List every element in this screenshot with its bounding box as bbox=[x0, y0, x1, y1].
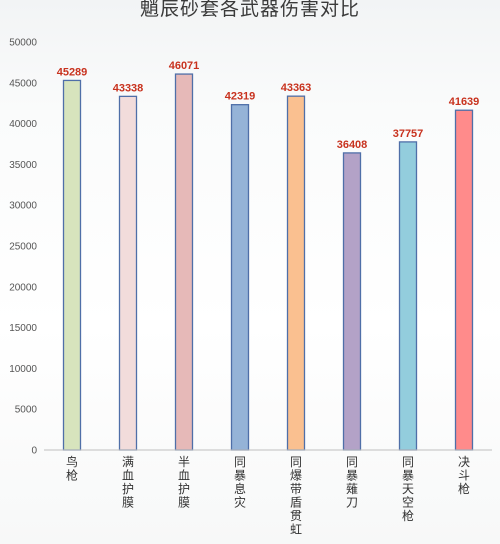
x-tick-label: 同暴天空枪 bbox=[402, 455, 414, 523]
y-tick-label: 15000 bbox=[9, 323, 37, 334]
x-tick-label: 同暴息灾 bbox=[234, 455, 246, 510]
y-tick-label: 30000 bbox=[9, 201, 37, 212]
bar-value-label: 42319 bbox=[225, 91, 256, 103]
bar bbox=[118, 95, 138, 451]
y-tick-label: 25000 bbox=[9, 242, 37, 253]
bar bbox=[286, 95, 306, 451]
y-tick-label: 50000 bbox=[9, 38, 37, 49]
y-tick-label: 5000 bbox=[15, 405, 38, 416]
bar bbox=[230, 104, 250, 451]
bar-value-label: 43363 bbox=[281, 82, 312, 94]
bar-value-label: 36408 bbox=[337, 139, 368, 151]
y-tick-label: 0 bbox=[31, 446, 37, 457]
y-tick-label: 40000 bbox=[9, 119, 37, 130]
x-tick-label: 半血护膜 bbox=[178, 455, 190, 510]
bar bbox=[62, 79, 82, 451]
x-tick-label: 同爆带盾贯虹 bbox=[290, 455, 302, 537]
y-tick-label: 10000 bbox=[9, 364, 37, 375]
y-tick-label: 35000 bbox=[9, 160, 37, 171]
x-tick-label: 满血护膜 bbox=[122, 455, 134, 510]
bar bbox=[398, 141, 418, 451]
bar-value-label: 43338 bbox=[113, 82, 144, 94]
bar-value-label: 37757 bbox=[393, 128, 424, 140]
x-tick-label: 鸟枪 bbox=[66, 454, 78, 483]
x-tick-label: 同暴薙刀 bbox=[346, 455, 358, 510]
bar-value-label: 45289 bbox=[57, 66, 88, 78]
y-tick-label: 45000 bbox=[9, 78, 37, 89]
bar bbox=[454, 109, 474, 451]
chart-title: 魈辰砂套各武器伤害对比 bbox=[139, 0, 360, 20]
bar bbox=[174, 73, 194, 451]
bar-value-label: 46071 bbox=[169, 60, 200, 72]
bar bbox=[342, 152, 362, 451]
y-tick-label: 20000 bbox=[9, 282, 37, 293]
bar-value-label: 41639 bbox=[449, 96, 480, 108]
x-tick-label: 决斗枪 bbox=[458, 455, 470, 496]
